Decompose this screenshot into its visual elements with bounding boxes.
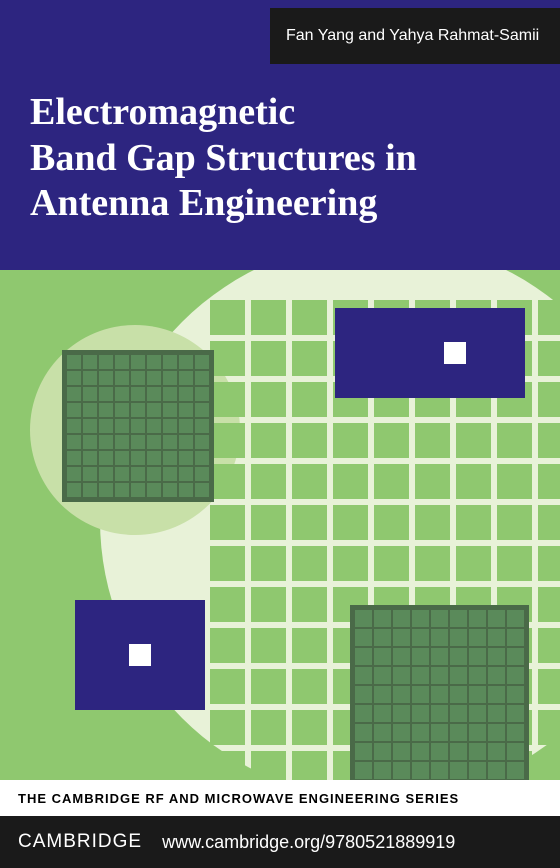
title-block: Electromagnetic Band Gap Structures in A… [30,90,530,227]
book-cover: Fan Yang and Yahya Rahmat-Samii Electrom… [0,0,560,868]
title-line-1: Electromagnetic [30,90,530,136]
white-square-icon [129,644,151,666]
blue-rectangle-top [335,308,525,398]
ebg-patch-right [350,605,529,780]
footer-band: CAMBRIDGE www.cambridge.org/978052188991… [0,816,560,868]
title-line-3: Antenna Engineering [30,181,530,227]
authors-text: Fan Yang and Yahya Rahmat-Samii [286,27,539,45]
blue-rectangle-bottom [75,600,205,710]
series-text: THE CAMBRIDGE RF AND MICROWAVE ENGINEERI… [18,791,459,806]
author-band: Fan Yang and Yahya Rahmat-Samii [270,8,560,64]
series-band: THE CAMBRIDGE RF AND MICROWAVE ENGINEERI… [0,780,560,816]
white-square-icon [444,342,466,364]
publisher-logo-text: CAMBRIDGE [18,831,142,853]
title-line-2: Band Gap Structures in [30,136,530,182]
artwork-zone [0,270,560,780]
publisher-url: www.cambridge.org/9780521889919 [162,832,455,853]
ebg-patch-left [62,350,214,502]
